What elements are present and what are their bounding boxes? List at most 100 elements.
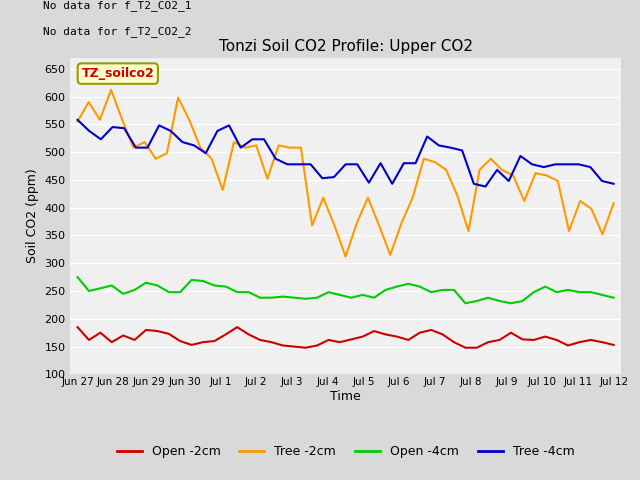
Tree -2cm (420, 156, 428, 162)
Open -2cm (507, 330, 515, 336)
Tree -2cm (219, 187, 227, 193)
Tree -2cm (118, 117, 126, 123)
Open -2cm (119, 333, 127, 338)
Tree -2cm (387, 252, 394, 258)
Open -4cm (484, 295, 492, 300)
Open -4cm (291, 295, 298, 300)
Open -2cm (108, 339, 116, 345)
Tree -4cm (143, 145, 151, 151)
Open -2cm (211, 338, 218, 344)
Tree -4cm (295, 161, 303, 167)
Tree -4cm (214, 128, 221, 134)
Tree -2cm (331, 223, 339, 228)
Tree -4cm (156, 122, 163, 128)
Tree -2cm (196, 145, 204, 151)
Tree -2cm (163, 150, 171, 156)
Tree -4cm (167, 128, 175, 134)
Open -4cm (450, 287, 458, 293)
Tree -2cm (141, 139, 148, 145)
Open -4cm (518, 298, 526, 304)
Tree -4cm (377, 160, 385, 166)
Tree -2cm (431, 159, 439, 165)
Tree -2cm (476, 167, 483, 173)
Tree -4cm (237, 145, 244, 151)
Tree -4cm (482, 184, 490, 190)
Tree -2cm (275, 143, 282, 148)
Tree -2cm (85, 99, 93, 105)
Tree -2cm (487, 156, 495, 162)
Open -2cm (142, 327, 150, 333)
Open -2cm (541, 334, 549, 339)
Tree -4cm (586, 164, 594, 170)
Tree -4cm (97, 136, 105, 142)
Tree -2cm (129, 145, 137, 151)
Tree -2cm (509, 172, 517, 178)
Open -2cm (518, 336, 526, 342)
Open -2cm (85, 337, 93, 343)
Open -4cm (142, 280, 150, 286)
Open -4cm (473, 298, 481, 304)
Open -2cm (404, 337, 412, 343)
Tree -2cm (342, 254, 349, 260)
Tree -4cm (330, 174, 338, 180)
Tree -4cm (575, 161, 582, 167)
Open -2cm (473, 345, 481, 350)
Tree -4cm (505, 178, 513, 184)
Open -2cm (222, 332, 230, 337)
Open -2cm (598, 339, 606, 345)
Tree -4cm (179, 139, 186, 145)
Tree -4cm (412, 160, 419, 166)
Tree -4cm (202, 150, 209, 156)
Tree -4cm (248, 136, 256, 142)
Open -2cm (74, 324, 81, 330)
Open -4cm (211, 283, 218, 288)
Open -2cm (438, 332, 446, 337)
Open -4cm (177, 289, 184, 295)
Tree -2cm (397, 220, 405, 226)
Open -2cm (450, 339, 458, 345)
Open -2cm (359, 334, 367, 339)
Open -4cm (404, 281, 412, 287)
Tree -4cm (563, 161, 571, 167)
Open -4cm (461, 300, 469, 306)
Tree -4cm (225, 122, 233, 128)
Open -2cm (324, 337, 332, 343)
Tree -4cm (365, 180, 372, 186)
Tree -2cm (108, 87, 115, 93)
Open -2cm (188, 342, 195, 348)
Open -4cm (165, 289, 173, 295)
Tree -2cm (498, 167, 506, 173)
Tree -2cm (264, 176, 271, 181)
Open -4cm (564, 287, 572, 293)
Tree -4cm (272, 156, 280, 162)
Tree -4cm (447, 145, 454, 151)
Tree -4cm (528, 161, 536, 167)
Open -2cm (279, 343, 287, 348)
Title: Tonzi Soil CO2 Profile: Upper CO2: Tonzi Soil CO2 Profile: Upper CO2 (219, 39, 472, 54)
Tree -2cm (174, 95, 182, 100)
Open -2cm (256, 337, 264, 343)
Open -4cm (324, 289, 332, 295)
Open -2cm (291, 344, 298, 349)
Open -4cm (245, 289, 253, 295)
Open -2cm (393, 334, 401, 339)
Open -2cm (461, 345, 469, 350)
Open -2cm (234, 324, 241, 330)
Open -2cm (371, 328, 378, 334)
Open -2cm (416, 330, 424, 336)
Tree -2cm (465, 228, 472, 234)
Tree -2cm (353, 220, 360, 226)
Open -4cm (313, 295, 321, 300)
Tree -2cm (74, 119, 81, 124)
Tree -4cm (423, 133, 431, 139)
Tree -2cm (442, 167, 450, 173)
Open -4cm (610, 295, 618, 300)
Open -4cm (371, 295, 378, 300)
Open -4cm (553, 289, 561, 295)
Open -2cm (553, 337, 561, 343)
Tree -4cm (516, 153, 524, 159)
Tree -4cm (132, 145, 140, 151)
Line: Open -4cm: Open -4cm (77, 277, 614, 303)
Open -4cm (541, 284, 549, 289)
Tree -2cm (286, 145, 294, 151)
